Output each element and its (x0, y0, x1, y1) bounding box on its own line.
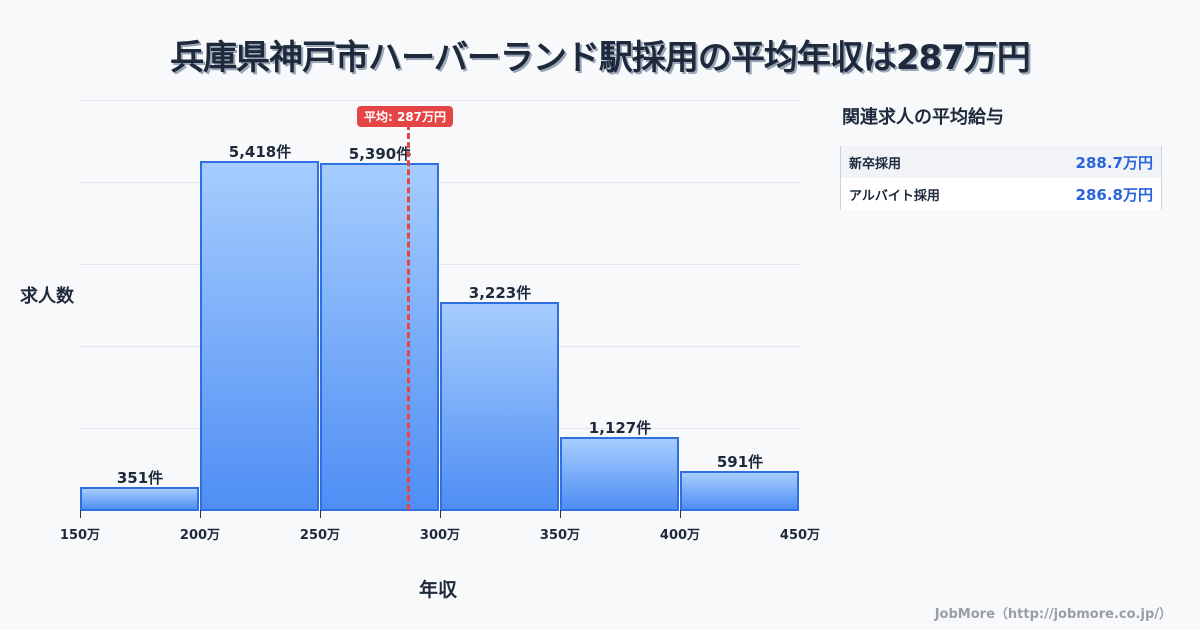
x-tick-label: 250万 (299, 528, 341, 543)
gridline (80, 182, 800, 183)
related-row-value: 286.8万円 (1075, 185, 1153, 204)
x-tick-label: 350万 (539, 528, 581, 543)
average-badge: 平均: 287万円 (357, 106, 454, 127)
related-salary-table: 新卒採用 288.7万円 アルバイト採用 286.8万円 (840, 146, 1162, 210)
x-axis-label: 年収 (419, 579, 458, 601)
bar-value-label: 1,127件 (588, 419, 652, 437)
x-tick (680, 510, 681, 518)
related-row-part-time[interactable]: アルバイト採用 286.8万円 (841, 178, 1161, 210)
x-tick-label: 200万 (179, 528, 221, 543)
x-tick (320, 510, 321, 518)
x-tick (560, 510, 561, 518)
x-tick-label: 400万 (659, 528, 701, 543)
related-row-label: 新卒採用 (849, 156, 902, 172)
bar-value-label: 3,223件 (468, 284, 532, 302)
related-salary-title: 関連求人の平均給与 (842, 107, 1004, 128)
x-tick (200, 510, 201, 518)
bar-value-label: 5,390件 (348, 145, 412, 163)
gridline (80, 264, 800, 265)
x-tick (440, 510, 441, 518)
bar-value-label: 591件 (716, 453, 764, 471)
bar-250-300 (320, 163, 439, 511)
related-row-label: アルバイト採用 (849, 188, 940, 204)
gridline (80, 100, 800, 101)
chart-title: 兵庫県神戸市ハーバーランド駅採用の平均年収は287万円 (170, 38, 1031, 78)
related-row-new-grad[interactable]: 新卒採用 288.7万円 (841, 146, 1161, 178)
bar-value-label: 5,418件 (228, 143, 292, 161)
bar-value-label: 351件 (116, 469, 164, 487)
bar-200-250 (200, 161, 319, 511)
bar-150-200 (80, 487, 199, 511)
source-credit: JobMore（http://jobmore.co.jp/） (934, 607, 1172, 622)
histogram-plot: 351件 5,418件 5,390件 3,223件 1,127件 591件 15… (20, 100, 821, 601)
average-line (407, 124, 410, 510)
bar-350-400 (560, 437, 679, 511)
bar-400-450 (680, 471, 799, 511)
x-tick-label: 450万 (779, 528, 821, 543)
x-tick-label: 150万 (59, 528, 101, 543)
related-row-value: 288.7万円 (1075, 153, 1153, 172)
bar-300-350 (440, 302, 559, 511)
x-tick-label: 300万 (419, 528, 461, 543)
x-tick (80, 510, 81, 518)
y-axis-label: 求人数 (20, 286, 74, 307)
